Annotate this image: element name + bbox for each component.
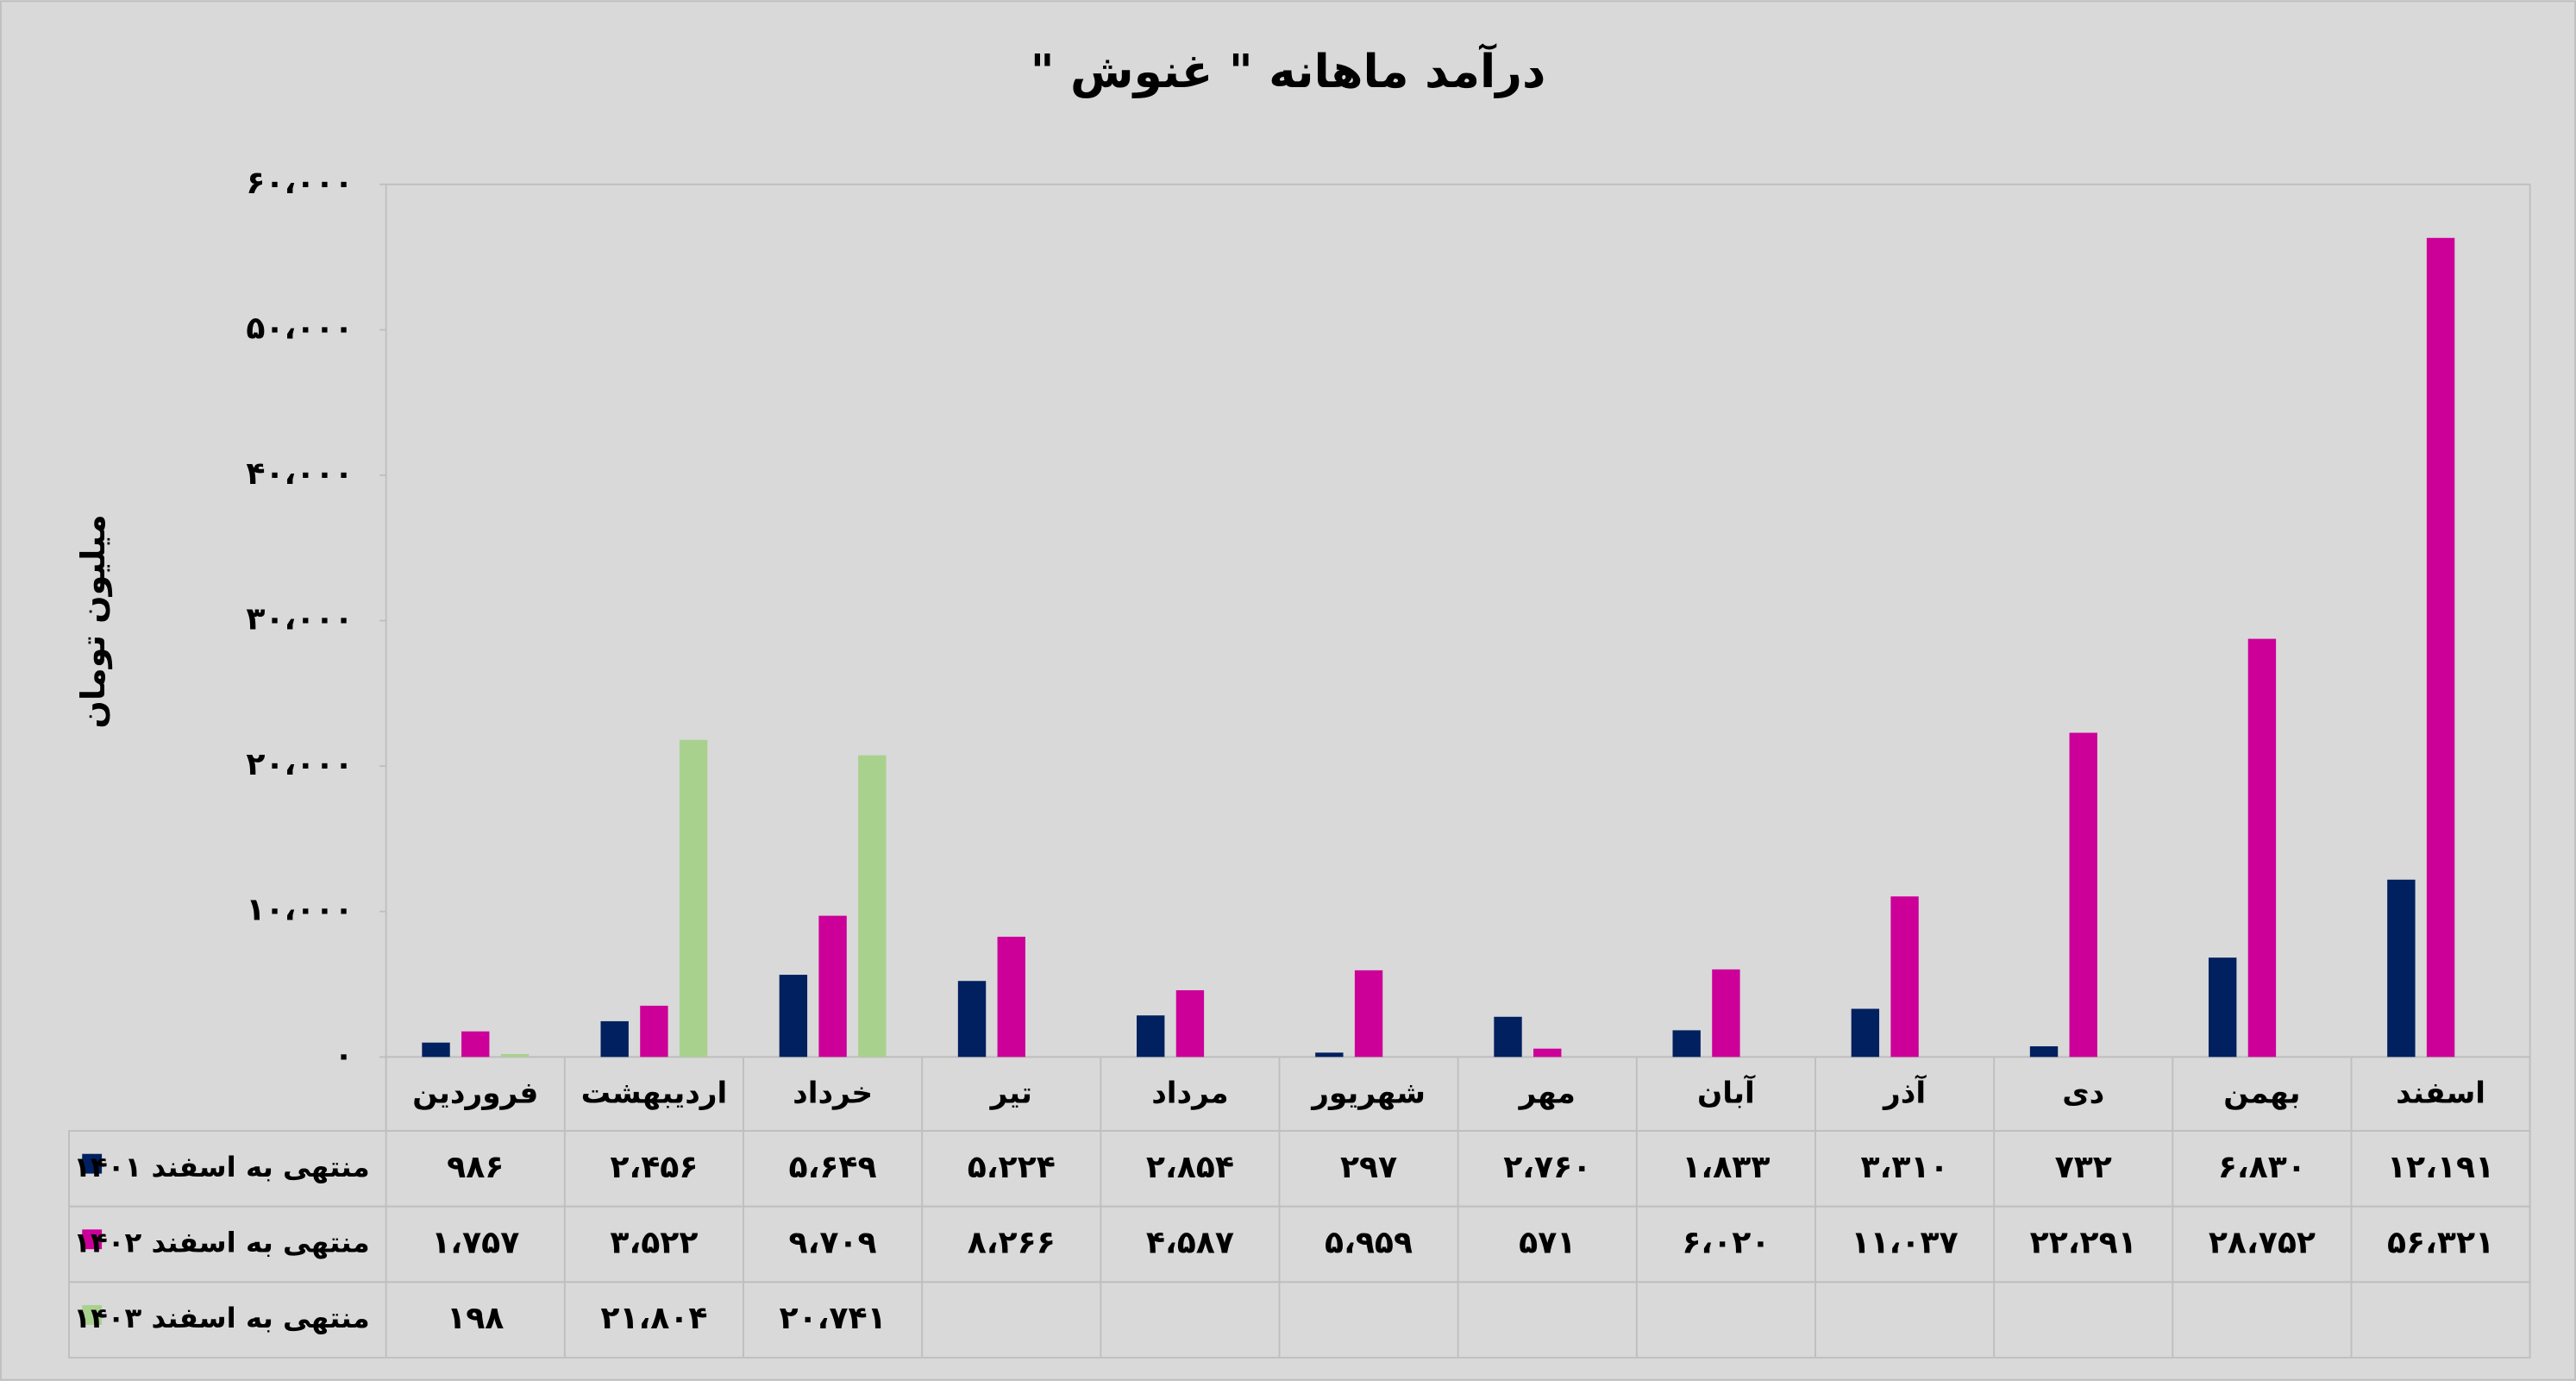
bar — [422, 1042, 450, 1058]
table-value: ۲۹۷ — [1340, 1148, 1397, 1185]
bar — [858, 755, 887, 1058]
legend-swatch — [82, 1229, 103, 1250]
table-value: ۱،۸۳۳ — [1682, 1148, 1770, 1185]
y-tick-label: ۴۰،۰۰۰ — [246, 455, 353, 492]
chart-title: درآمد ماهانه " غنوش " — [1031, 43, 1546, 98]
table-value: ۱۱،۰۳۷ — [1851, 1223, 1958, 1260]
x-tick-label: دی — [2062, 1077, 2104, 1111]
table-value: ۲،۷۶۰ — [1503, 1148, 1591, 1185]
legend-swatch — [82, 1304, 103, 1325]
table-value: ۵،۶۴۹ — [789, 1148, 877, 1185]
bar — [997, 936, 1025, 1058]
x-tick-label: فروردین — [412, 1077, 538, 1111]
table-value: ۴،۵۸۷ — [1146, 1223, 1234, 1260]
x-tick-label: بهمن — [2223, 1077, 2300, 1111]
table-value: ۵۶،۳۲۱ — [2387, 1223, 2494, 1260]
table-value: ۲۰،۷۴۱ — [779, 1299, 886, 1336]
bar — [600, 1020, 629, 1058]
bar — [1137, 1015, 1165, 1058]
table-value: ۳،۵۲۲ — [610, 1223, 698, 1260]
table-value: ۸،۲۶۶ — [968, 1223, 1056, 1260]
table-value: ۹۸۶ — [447, 1148, 504, 1185]
bar — [1315, 1052, 1344, 1058]
legend-label: منتهی به اسفند ۱۴۰۱ — [73, 1151, 369, 1183]
bar — [1175, 989, 1205, 1058]
bar — [2426, 237, 2455, 1058]
table-value: ۱،۷۵۷ — [431, 1223, 519, 1260]
bar — [1354, 970, 1383, 1058]
bar — [679, 739, 708, 1058]
x-tick-label: مهر — [1518, 1077, 1576, 1111]
x-tick-label: تیر — [989, 1077, 1032, 1111]
x-tick-label: اردیبهشت — [581, 1077, 728, 1111]
y-axis-label: میلیون تومان — [74, 514, 112, 728]
bar — [1712, 969, 1740, 1058]
x-tick-label: شهریور — [1310, 1077, 1426, 1111]
table-value: ۶،۰۲۰ — [1682, 1223, 1770, 1260]
legend-label: منتهی به اسفند ۱۴۰۳ — [73, 1302, 369, 1334]
y-tick-label: ۰ — [334, 1036, 353, 1073]
bar — [2247, 638, 2277, 1058]
bar — [1494, 1016, 1522, 1058]
table-value: ۷۳۲ — [2055, 1148, 2112, 1185]
bar — [500, 1053, 530, 1058]
bar — [957, 981, 987, 1058]
table-value: ۲۲،۲۹۱ — [2030, 1223, 2137, 1260]
bar — [2029, 1045, 2059, 1058]
bar — [779, 975, 808, 1058]
table-value: ۲۱،۸۰۴ — [600, 1299, 707, 1336]
x-tick-label: خرداد — [793, 1077, 873, 1111]
table-value: ۲۸،۷۵۲ — [2209, 1223, 2316, 1260]
y-tick-label: ۱۰،۰۰۰ — [246, 891, 353, 928]
x-tick-label: اسفند — [2396, 1077, 2485, 1111]
table-value: ۵،۲۲۴ — [968, 1148, 1056, 1185]
x-tick-label: مرداد — [1151, 1077, 1228, 1111]
bar — [2069, 732, 2097, 1058]
bar — [818, 915, 847, 1058]
x-tick-label: آذر — [1882, 1075, 1927, 1111]
table-value: ۹،۷۰۹ — [789, 1223, 877, 1260]
bar — [2209, 957, 2237, 1058]
bar — [640, 1005, 668, 1058]
table-value: ۲،۴۵۶ — [610, 1148, 698, 1185]
table-value: ۳،۳۱۰ — [1861, 1148, 1949, 1185]
y-tick-label: ۳۰،۰۰۰ — [246, 600, 353, 637]
x-tick-label: آبان — [1697, 1075, 1756, 1111]
bar — [461, 1031, 490, 1058]
table-value: ۱۹۸ — [447, 1299, 504, 1336]
bar — [2387, 879, 2416, 1058]
legend-swatch — [82, 1153, 103, 1174]
bar — [1890, 896, 1919, 1058]
bar — [1851, 1008, 1880, 1058]
bar — [1533, 1048, 1562, 1058]
table-value: ۵۷۱ — [1519, 1223, 1576, 1260]
table-value: ۵،۹۵۹ — [1325, 1223, 1413, 1260]
table-value: ۶،۸۳۰ — [2218, 1148, 2306, 1185]
bar — [1672, 1030, 1701, 1058]
y-tick-label: ۲۰،۰۰۰ — [246, 745, 353, 782]
legend-label: منتهی به اسفند ۱۴۰۲ — [73, 1226, 369, 1259]
y-tick-label: ۶۰،۰۰۰ — [246, 164, 353, 201]
table-value: ۱۲،۱۹۱ — [2387, 1148, 2494, 1185]
table-value: ۲،۸۵۴ — [1146, 1148, 1234, 1185]
y-tick-label: ۵۰،۰۰۰ — [246, 309, 353, 346]
